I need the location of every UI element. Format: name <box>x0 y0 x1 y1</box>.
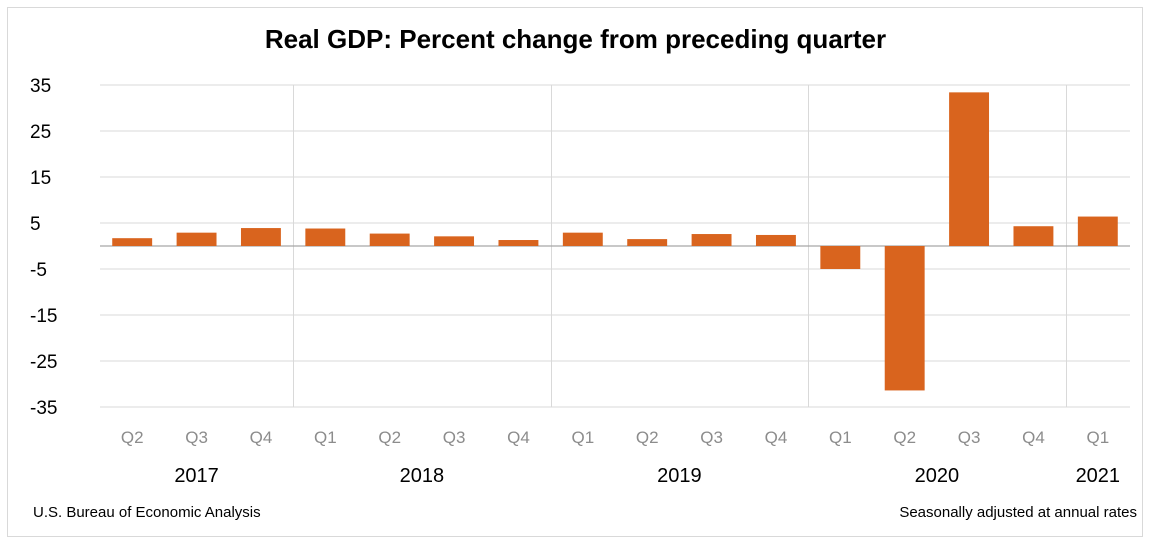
year-label: 2021 <box>1076 465 1121 487</box>
y-tick-label: 35 <box>30 76 51 97</box>
bars-layer <box>112 92 1118 391</box>
year-label: 2018 <box>400 465 445 487</box>
x-tick-label: Q1 <box>571 428 594 447</box>
bar <box>434 236 475 246</box>
bar <box>1013 226 1054 246</box>
bar <box>755 234 796 246</box>
x-tick-label: Q2 <box>893 428 916 447</box>
y-tick-label: -25 <box>30 352 57 373</box>
seasonal-adjustment-note: Seasonally adjusted at annual rates <box>899 504 1137 521</box>
chart-title: Real GDP: Percent change from preceding … <box>264 24 887 54</box>
bar <box>949 92 990 246</box>
bar <box>176 232 217 246</box>
x-tick-label: Q4 <box>507 428 530 447</box>
bar <box>498 240 539 246</box>
bar <box>884 246 925 391</box>
labels-layer: 35 25 15 5 -5 -15 -25 -35 Q2 Q3 Q4 Q1 Q2 Q3 Q4 Q1 Q2 Q3 Q4… <box>30 76 1120 487</box>
bar <box>820 246 861 269</box>
x-tick-label: Q2 <box>636 428 659 447</box>
bar <box>369 233 410 246</box>
x-tick-label: Q3 <box>185 428 208 447</box>
y-tick-label: -35 <box>30 398 57 419</box>
y-tick-label: 5 <box>30 214 41 235</box>
bar <box>1077 216 1118 246</box>
bar <box>240 228 281 246</box>
bar <box>562 232 603 246</box>
x-tick-label: Q2 <box>378 428 401 447</box>
x-tick-label: Q3 <box>700 428 723 447</box>
x-tick-label: Q1 <box>829 428 852 447</box>
x-tick-label: Q1 <box>1086 428 1109 447</box>
x-tick-label: Q4 <box>765 428 788 447</box>
year-label: 2020 <box>915 465 960 487</box>
x-tick-label: Q1 <box>314 428 337 447</box>
x-tick-label: Q3 <box>443 428 466 447</box>
bar <box>691 234 732 246</box>
bar <box>305 228 346 246</box>
y-tick-label: 15 <box>30 168 51 189</box>
x-tick-label: Q3 <box>958 428 981 447</box>
y-tick-label: -5 <box>30 260 47 281</box>
year-label: 2019 <box>657 465 702 487</box>
y-tick-label: -15 <box>30 306 57 327</box>
y-tick-label: 25 <box>30 122 51 143</box>
x-tick-label: Q4 <box>1022 428 1045 447</box>
year-label: 2017 <box>174 465 219 487</box>
source-note: U.S. Bureau of Economic Analysis <box>33 504 261 521</box>
x-tick-label: Q2 <box>121 428 144 447</box>
x-tick-label: Q4 <box>250 428 273 447</box>
bar <box>627 239 668 246</box>
bar <box>112 238 153 246</box>
